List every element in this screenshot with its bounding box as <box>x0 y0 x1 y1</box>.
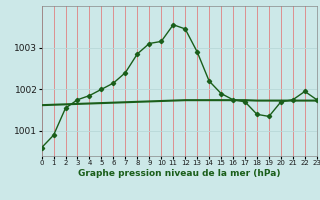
X-axis label: Graphe pression niveau de la mer (hPa): Graphe pression niveau de la mer (hPa) <box>78 169 280 178</box>
